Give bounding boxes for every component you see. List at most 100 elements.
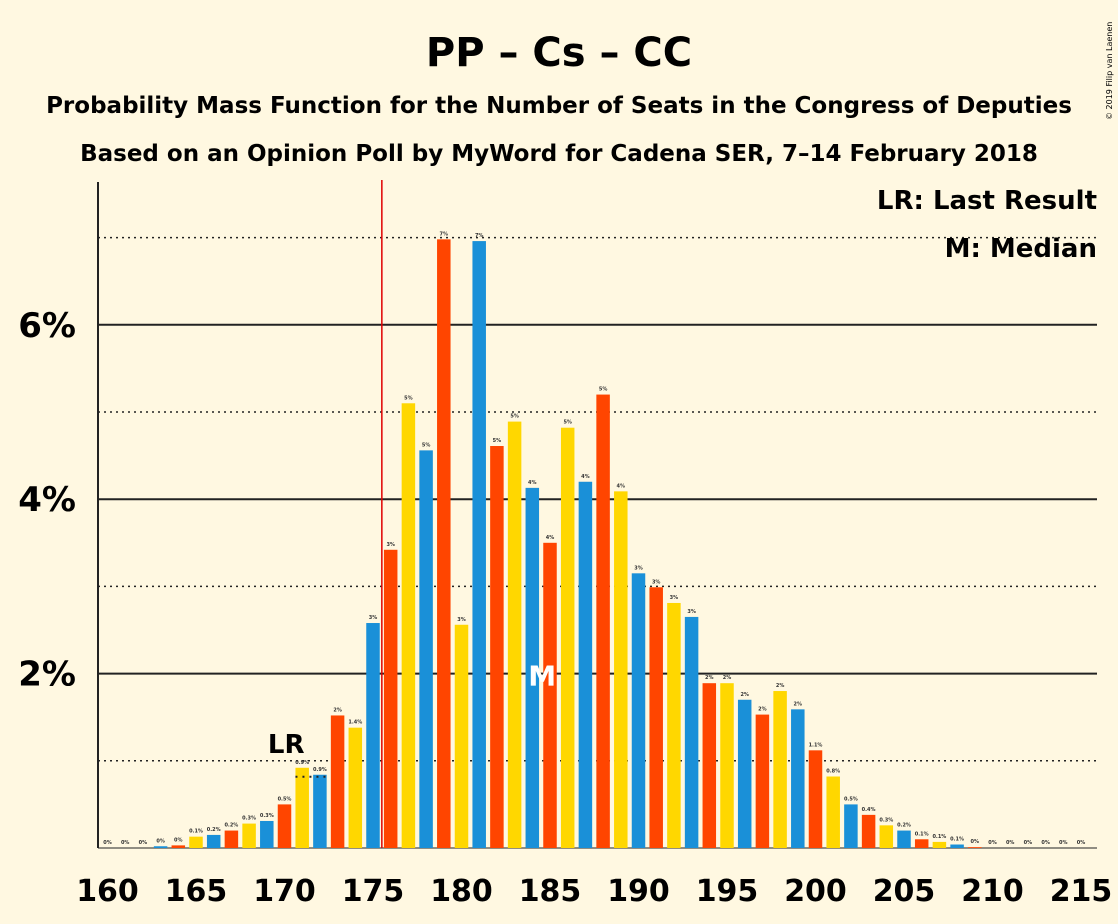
bar	[879, 825, 894, 848]
bar-value-label: 0.3%	[879, 817, 893, 823]
bar-value-label: 5%	[493, 438, 502, 444]
bar-value-label: 5%	[599, 387, 608, 393]
x-tick-label: 205	[873, 874, 936, 909]
y-tick-label: 2%	[18, 655, 76, 695]
bar-value-label: 4%	[528, 480, 537, 486]
bar-value-label: 3%	[652, 579, 661, 585]
bar	[401, 403, 416, 848]
bar	[667, 602, 681, 848]
y-tick-labels: 2% 4% 6%	[18, 306, 76, 695]
bar	[702, 683, 717, 848]
bars	[153, 239, 982, 848]
bar	[737, 699, 752, 848]
bar	[171, 845, 186, 848]
bar-value-label: 0%	[971, 839, 980, 845]
bar-value-label: 0.4%	[862, 807, 876, 813]
bar	[437, 239, 451, 848]
x-tick-label: 190	[607, 874, 670, 909]
bar	[348, 727, 363, 848]
bar-value-label: 2%	[723, 675, 732, 681]
y-tick-label: 4%	[18, 480, 76, 520]
bar-value-label: 3%	[634, 565, 643, 571]
bar-value-label: 2%	[794, 701, 803, 707]
bar	[844, 804, 858, 848]
bar	[914, 839, 929, 848]
bar-value-label: 3%	[670, 595, 679, 601]
bar	[773, 691, 787, 848]
bar	[224, 830, 239, 848]
bar-value-label: 0.5%	[278, 796, 292, 802]
bar-value-label: 7%	[475, 233, 484, 239]
bar	[684, 616, 699, 848]
bar	[968, 847, 982, 848]
bar	[596, 394, 610, 848]
bar-value-label: 3%	[457, 617, 466, 623]
copyright-notice: © 2019 Filip van Laenen	[1105, 22, 1114, 120]
bar	[295, 767, 309, 848]
bar-value-label: 0%	[1024, 840, 1033, 846]
bar-value-label: 7%	[440, 231, 449, 237]
bar-value-label: 0.9%	[313, 767, 327, 773]
bar	[330, 715, 345, 848]
x-tick-label: 165	[165, 874, 228, 909]
bar-value-label: 0.3%	[242, 816, 256, 822]
bar-value-label: 0%	[103, 840, 112, 846]
x-tick-label: 215	[1050, 874, 1113, 909]
bar-value-label: 0.3%	[260, 813, 274, 819]
bar-value-label: 5%	[563, 420, 572, 426]
median-marker: M	[528, 660, 556, 693]
bar-value-label: 0.2%	[207, 827, 221, 833]
bar-value-label: 3%	[369, 615, 378, 621]
bar-value-label: 0.2%	[897, 823, 911, 829]
bar-value-label: 0%	[174, 837, 183, 843]
bar	[755, 714, 770, 848]
bar	[791, 709, 805, 848]
bar	[366, 623, 380, 848]
bar	[560, 427, 575, 848]
bar-value-label: 4%	[617, 483, 626, 489]
x-tick-label: 180	[430, 874, 493, 909]
bar-value-label: 2%	[758, 707, 767, 713]
bar-value-labels: 0% 0% 0% 0% 0% 0.1% 0.2% 0.2% 0.3% 0.3% 0.5% 0.9% 0.…	[103, 231, 1085, 846]
bar	[472, 241, 486, 848]
bar	[932, 841, 947, 848]
bar-value-label: 0.1%	[932, 834, 946, 840]
bar	[525, 487, 540, 848]
bar-value-label: 0.1%	[950, 837, 964, 843]
bar	[897, 830, 911, 848]
bar-value-label: 1.1%	[809, 742, 823, 748]
bar-value-label: 0.9%	[295, 760, 309, 766]
bar	[242, 823, 256, 848]
bar-value-label: 1.4%	[348, 720, 362, 726]
bar-value-label: 2%	[705, 675, 714, 681]
bar	[507, 421, 522, 848]
bar-value-label: 2%	[776, 683, 785, 689]
bar	[260, 820, 274, 848]
x-tick-labels: 160 165 170 175 180 185 190 195 200 205 210 215	[76, 874, 1112, 909]
bar-value-label: 0%	[1077, 840, 1086, 846]
bar	[189, 836, 203, 848]
legend-median: M: Median	[945, 234, 1097, 264]
bar-value-label: 0.1%	[189, 829, 203, 835]
chart-subtitle-source: Based on an Opinion Poll by MyWord for C…	[80, 141, 1038, 167]
chart-subtitle: Probability Mass Function for the Number…	[46, 93, 1072, 119]
bar-value-label: 3%	[386, 542, 395, 548]
bar	[861, 814, 876, 848]
bar	[826, 776, 840, 848]
y-tick-label: 6%	[18, 306, 76, 346]
bar-value-label: 0%	[1006, 840, 1015, 846]
bar-value-label: 4%	[581, 474, 590, 480]
bar-value-label: 0%	[156, 838, 165, 844]
bar	[543, 542, 557, 848]
bar	[206, 834, 221, 848]
x-tick-label: 200	[784, 874, 847, 909]
bar-value-label: 5%	[404, 395, 413, 401]
bar	[649, 587, 663, 848]
legend-last-result: LR: Last Result	[877, 186, 1097, 216]
bar	[578, 481, 593, 848]
bar-value-label: 0.1%	[915, 831, 929, 837]
bar	[490, 446, 504, 848]
bar-value-label: 0%	[121, 840, 130, 846]
bar	[313, 774, 327, 848]
